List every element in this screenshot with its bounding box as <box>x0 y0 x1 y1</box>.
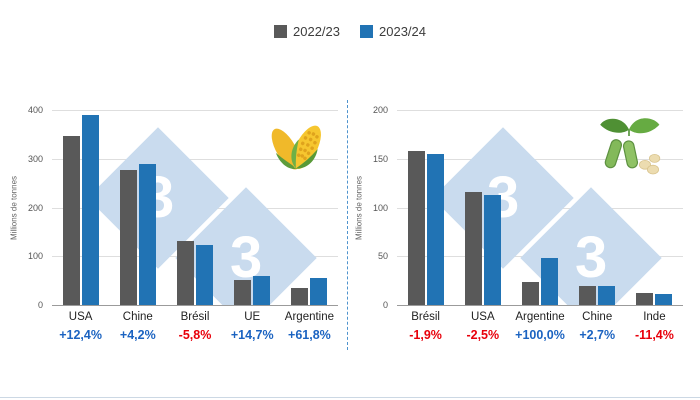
change-label: -2,5% <box>466 328 500 342</box>
bar-USA-2023/24 <box>483 194 501 305</box>
y-tick-label: 100 <box>27 251 43 262</box>
legend-swatch-2023-24 <box>360 25 373 38</box>
bar-group <box>626 292 683 305</box>
y-tick-label: 200 <box>372 105 388 115</box>
change-label: +100,0% <box>515 328 565 342</box>
y-axis-title: Millions de tonnes <box>9 175 19 240</box>
category-label: Chine <box>122 311 153 323</box>
y-tick-label: 100 <box>372 202 388 213</box>
change-label: -1,9% <box>409 328 442 342</box>
legend-item-2022-23: 2022/23 <box>274 24 340 39</box>
bar-Chine-2023/24 <box>598 285 616 305</box>
bar-UE-2022/23 <box>234 279 252 305</box>
y-axis: 0 100 200 300 400 <box>20 105 48 310</box>
bar-Brésil-2022/23 <box>176 241 194 305</box>
bar-Argentine-2022/23 <box>291 288 309 305</box>
y-tick-label: 0 <box>37 300 43 310</box>
bar-USA-2022/23 <box>464 191 482 305</box>
bar-USA-2022/23 <box>62 135 80 305</box>
category-label: Brésil <box>180 311 210 323</box>
y-tick-label: 400 <box>27 105 43 115</box>
bar-group <box>511 258 568 305</box>
x-axis-labels: Brésil USA Argentine Chine Inde <box>397 311 683 323</box>
change-label: +2,7% <box>579 328 616 342</box>
y-tick-label: 150 <box>372 153 388 164</box>
chart-separator <box>347 100 348 350</box>
plot-area: 3 3 <box>52 110 338 306</box>
category-label: USA <box>470 311 495 323</box>
bar-group <box>397 150 454 305</box>
plot-area: 3 3 <box>397 110 683 306</box>
legend-item-2023-24: 2023/24 <box>360 24 426 39</box>
charts-row: Millions de tonnes 0 100 200 300 400 3 3 <box>8 100 687 355</box>
bar-group <box>224 275 281 305</box>
change-labels-row: -1,9% -2,5% +100,0% +2,7% -11,4% <box>397 328 683 342</box>
category-label: Chine <box>582 311 613 323</box>
category-label: Argentine <box>515 311 565 323</box>
y-tick-label: 50 <box>377 251 388 262</box>
soybean-icon <box>600 118 661 175</box>
bar-Argentine-2023/24 <box>540 258 558 305</box>
bar-group <box>569 285 626 305</box>
change-label: +14,7% <box>230 328 274 342</box>
gridline <box>397 158 683 160</box>
y-axis-title: Millions de tonnes <box>354 175 364 240</box>
corn-production-chart: Millions de tonnes 0 100 200 300 400 3 3 <box>8 100 342 355</box>
legend-label-2022-23: 2022/23 <box>293 24 340 39</box>
bar-Brésil-2023/24 <box>426 153 444 305</box>
bar-Inde-2023/24 <box>655 294 673 305</box>
bar-group <box>281 278 338 305</box>
change-labels-row: +12,4% +4,2% -5,8% +14,7% +61,8% <box>52 328 338 342</box>
category-label: Argentine <box>284 311 335 323</box>
soybean-production-chart: Millions de tonnes 0 50 100 150 200 3 3 <box>353 100 687 355</box>
bar-group <box>166 241 223 305</box>
change-label: +12,4% <box>59 328 102 342</box>
change-label: +4,2% <box>119 328 156 342</box>
category-label: UE <box>244 311 261 323</box>
bar-group <box>454 191 511 305</box>
bar-UE-2023/24 <box>253 275 271 305</box>
legend-swatch-2022-23 <box>274 25 287 38</box>
bar-Argentine-2023/24 <box>310 278 328 305</box>
bar-Argentine-2022/23 <box>521 281 539 305</box>
bar-USA-2023/24 <box>81 114 99 305</box>
change-label: -11,4% <box>634 328 674 342</box>
change-label: +61,8% <box>288 328 331 342</box>
bar-Chine-2022/23 <box>119 169 137 305</box>
bar-Brésil-2022/23 <box>407 150 425 305</box>
corn-icon <box>271 125 321 170</box>
bar-group <box>52 114 109 305</box>
x-axis-labels: USA Chine Brésil UE Argentine <box>52 311 338 323</box>
category-label: Brésil <box>411 311 440 323</box>
gridline <box>52 158 338 160</box>
watermark-text: 3 <box>575 225 608 291</box>
category-label: USA <box>68 311 93 323</box>
gridline <box>397 110 683 111</box>
bottom-divider <box>0 397 700 398</box>
bar-Brésil-2023/24 <box>195 244 213 305</box>
bar-Chine-2023/24 <box>138 164 156 305</box>
bar-Chine-2022/23 <box>579 286 597 305</box>
y-axis: 0 50 100 150 200 <box>365 105 393 310</box>
category-label: Inde <box>643 311 666 323</box>
y-tick-label: 200 <box>27 202 43 213</box>
gridline <box>52 110 338 111</box>
change-label: -5,8% <box>178 328 212 342</box>
legend-label-2023-24: 2023/24 <box>379 24 426 39</box>
y-tick-label: 0 <box>382 300 388 310</box>
bar-Inde-2022/23 <box>636 292 654 305</box>
y-tick-label: 300 <box>27 153 43 164</box>
legend: 2022/23 2023/24 <box>0 24 700 39</box>
bar-group <box>109 164 166 305</box>
